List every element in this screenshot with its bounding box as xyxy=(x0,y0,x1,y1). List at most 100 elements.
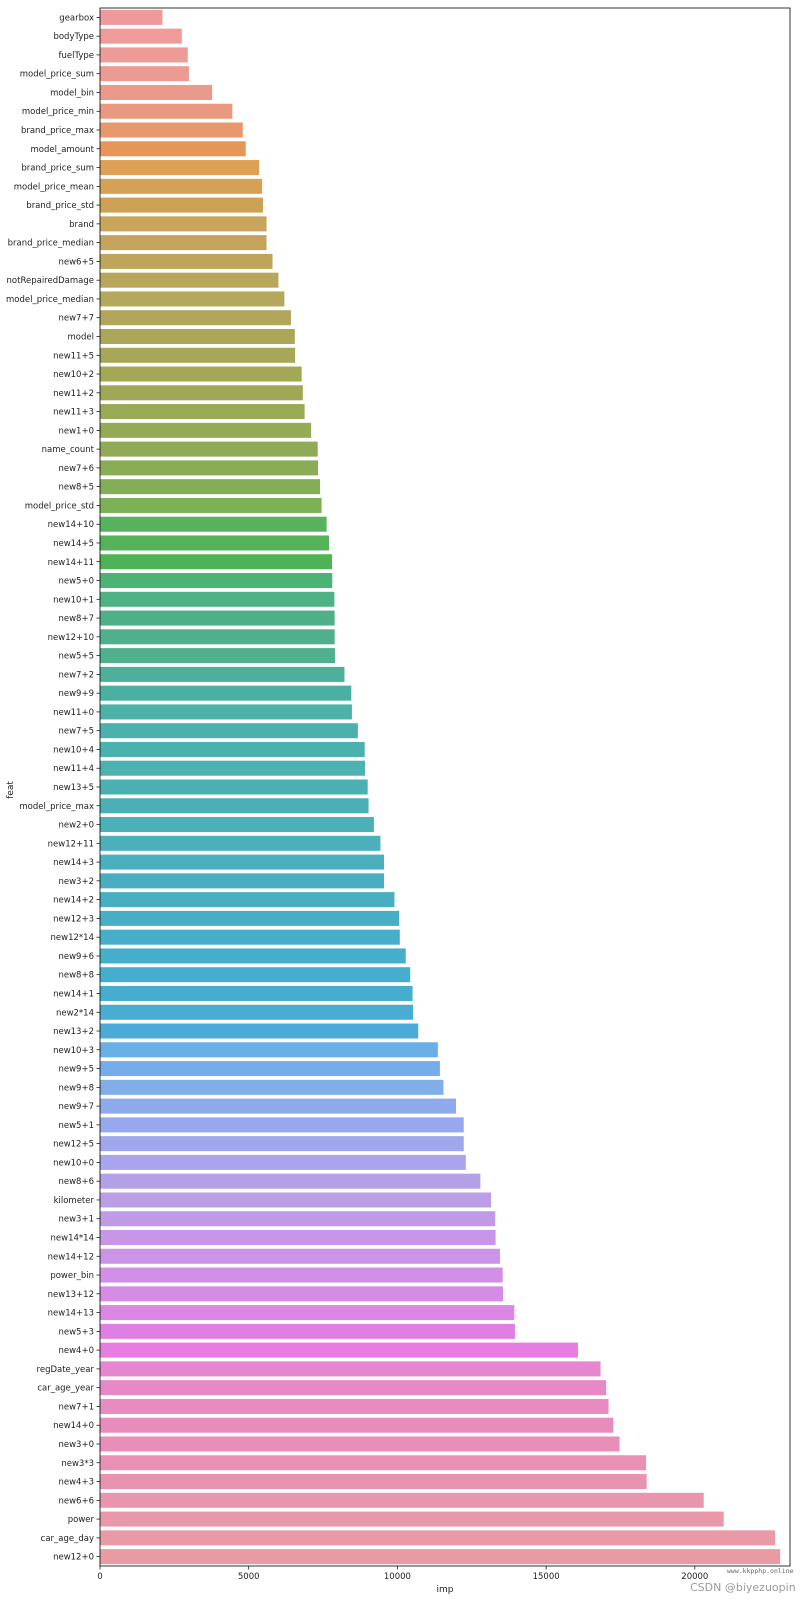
bar-bodyType xyxy=(100,28,182,44)
bar-new6+6 xyxy=(100,1492,704,1508)
y-tick-label: new9+8 xyxy=(58,1083,94,1093)
y-tick-label: new14+5 xyxy=(53,539,94,549)
y-tick-label: new12+10 xyxy=(48,633,94,643)
bar-new14+11 xyxy=(100,554,332,570)
x-ticks: 0 5000 10000 15000 20000 xyxy=(97,1566,708,1582)
bar-new13+12 xyxy=(100,1286,503,1302)
y-tick-label: new13+5 xyxy=(53,783,94,793)
y-tick-label: new2+0 xyxy=(58,821,94,831)
y-tick-label: gearbox xyxy=(59,13,94,23)
y-tick-label: new14*14 xyxy=(51,1234,94,1244)
bar-regDate_year xyxy=(100,1361,601,1377)
y-tick-label: new14+10 xyxy=(48,520,94,530)
x-tick-label: 20000 xyxy=(681,1572,708,1582)
bar-new4+0 xyxy=(100,1342,578,1358)
y-tick-label: new8+7 xyxy=(58,614,94,624)
bar-model_price_median xyxy=(100,291,285,307)
y-tick-label: new7+5 xyxy=(58,727,94,737)
y-tick-label: new3+1 xyxy=(58,1215,94,1225)
bar-new12+10 xyxy=(100,629,335,645)
y-tick-label: new5+5 xyxy=(58,652,94,662)
y-tick-label: new10+0 xyxy=(53,1158,94,1168)
bar-new12+11 xyxy=(100,835,381,851)
bar-new5+0 xyxy=(100,573,333,589)
y-tick-label: new8+6 xyxy=(58,1177,94,1187)
bar-notRepairedDamage xyxy=(100,272,279,288)
y-tick-label: regDate_year xyxy=(37,1365,95,1375)
bar-new9+5 xyxy=(100,1061,440,1077)
bar-name_count xyxy=(100,441,318,457)
y-tick-label: model_price_max xyxy=(19,802,94,812)
bar-brand xyxy=(100,216,267,232)
y-tick-label: new3+2 xyxy=(58,877,94,887)
y-tick-label: car_age_year xyxy=(37,1384,94,1394)
y-tick-label: new8+8 xyxy=(58,971,94,981)
bar-brand_price_max xyxy=(100,122,243,138)
bar-model_price_mean xyxy=(100,178,263,194)
y-tick-label: car_age_day xyxy=(41,1534,94,1544)
y-tick-label: new3*3 xyxy=(61,1459,94,1469)
bar-new3*3 xyxy=(100,1455,647,1471)
bar-new14+1 xyxy=(100,985,413,1001)
y-tick-label: model xyxy=(68,332,94,342)
bar-new6+5 xyxy=(100,253,273,269)
bar-new12+0 xyxy=(100,1549,781,1565)
bar-new2+0 xyxy=(100,817,374,833)
bar-car_age_day xyxy=(100,1530,776,1546)
plot-frame xyxy=(99,7,791,1567)
bar-new10+4 xyxy=(100,741,365,757)
y-tick-label: new12+11 xyxy=(48,839,94,849)
y-tick-label: new12+3 xyxy=(53,914,94,924)
bar-new3+0 xyxy=(100,1436,620,1452)
y-tick-labels: gearbox bodyType fuelType model_price_summo… xyxy=(6,13,95,1562)
y-tick-label: new7+7 xyxy=(58,314,94,324)
y-tick-label: new2*14 xyxy=(56,1008,94,1018)
bar-new9+7 xyxy=(100,1098,456,1114)
y-tick-label: new10+2 xyxy=(53,370,94,380)
bar-new10+3 xyxy=(100,1042,438,1058)
bar-new11+2 xyxy=(100,385,303,401)
y-tick-label: new7+1 xyxy=(58,1402,94,1412)
y-tick-label: new12+0 xyxy=(53,1553,94,1563)
bar-new10+0 xyxy=(100,1154,466,1170)
y-tick-label: model_amount xyxy=(30,145,94,155)
bar-new14+0 xyxy=(100,1417,614,1433)
bar-new13+5 xyxy=(100,779,368,795)
bar-new5+5 xyxy=(100,648,335,664)
y-axis-label: feat xyxy=(6,781,16,799)
bar-new14*14 xyxy=(100,1230,496,1246)
bar-new9+9 xyxy=(100,685,352,701)
y-tick-label: new11+3 xyxy=(53,408,94,418)
bar-new10+1 xyxy=(100,591,335,607)
bar-model_price_std xyxy=(100,497,322,513)
y-tick-label: new14+3 xyxy=(53,858,94,868)
y-tick-label: model_price_std xyxy=(25,501,94,511)
bar-new11+0 xyxy=(100,704,352,720)
bar-new9+8 xyxy=(100,1079,444,1095)
bar-fuelType xyxy=(100,47,188,63)
y-tick-label: new5+1 xyxy=(58,1121,94,1131)
bar-new11+5 xyxy=(100,347,296,363)
y-tick-label: new5+0 xyxy=(58,577,94,587)
y-tick-label: new8+5 xyxy=(58,483,94,493)
y-tick-label: bodyType xyxy=(53,32,94,42)
bars-group xyxy=(100,9,781,1565)
bar-new5+3 xyxy=(100,1323,515,1339)
bar-power xyxy=(100,1511,724,1527)
y-tick-label: new6+6 xyxy=(58,1496,94,1506)
bar-new14+2 xyxy=(100,892,395,908)
bar-brand_price_sum xyxy=(100,160,260,176)
bar-new8+6 xyxy=(100,1173,481,1189)
y-tick-label: new4+0 xyxy=(58,1346,94,1356)
bar-new4+3 xyxy=(100,1474,647,1490)
y-tick-label: model_price_median xyxy=(6,295,94,305)
y-tick-label: new9+6 xyxy=(58,952,94,962)
bar-new7+2 xyxy=(100,666,345,682)
y-tick-label: new14+2 xyxy=(53,896,94,906)
bar-model xyxy=(100,328,295,345)
bar-new8+8 xyxy=(100,967,411,983)
x-tick-label: 15000 xyxy=(533,1572,560,1582)
y-tick-label: brand_price_std xyxy=(26,201,94,211)
y-tick-label: new9+9 xyxy=(58,689,94,699)
y-tick-label: brand_price_sum xyxy=(21,164,94,174)
